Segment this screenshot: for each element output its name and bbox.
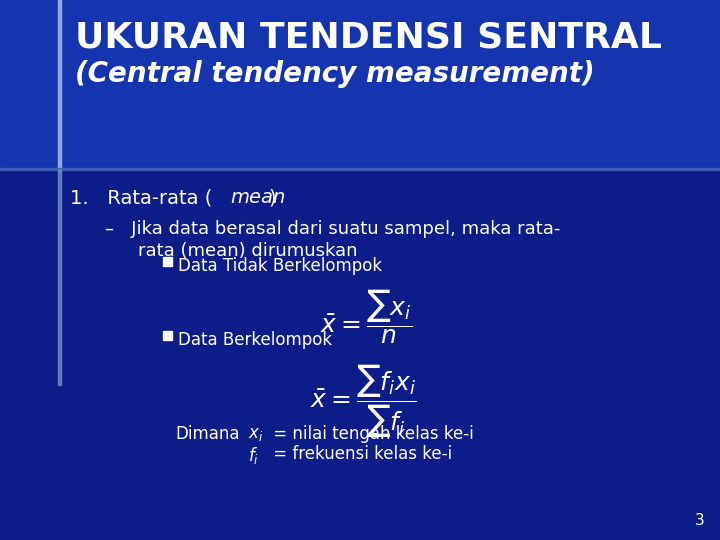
- Text: $x_i$: $x_i$: [248, 425, 264, 443]
- Text: $f_i$: $f_i$: [248, 445, 259, 466]
- Text: 1.   Rata-rata (: 1. Rata-rata (: [70, 188, 212, 207]
- Text: $\bar{x} = \dfrac{\sum f_i x_i}{\sum f_i}$: $\bar{x} = \dfrac{\sum f_i x_i}{\sum f_i…: [310, 362, 417, 440]
- Text: rata (mean) dirumuskan: rata (mean) dirumuskan: [138, 242, 358, 260]
- Text: Dimana: Dimana: [175, 425, 240, 443]
- Bar: [0, 0, 720, 170]
- Text: (Central tendency measurement): (Central tendency measurement): [75, 60, 595, 88]
- Text: mean: mean: [230, 188, 285, 207]
- Text: ): ): [268, 188, 276, 207]
- Bar: [58, 0, 60, 170]
- Bar: [58, 170, 60, 385]
- Bar: [0, 168, 720, 170]
- Text: UKURAN TENDENSI SENTRAL: UKURAN TENDENSI SENTRAL: [75, 20, 662, 54]
- Text: 3: 3: [696, 513, 705, 528]
- Bar: [163, 257, 172, 266]
- Text: $\bar{x} = \dfrac{\sum x_i}{n}$: $\bar{x} = \dfrac{\sum x_i}{n}$: [320, 287, 413, 346]
- Text: Data Berkelompok: Data Berkelompok: [178, 331, 332, 349]
- Text: = nilai tengah kelas ke-i: = nilai tengah kelas ke-i: [268, 425, 474, 443]
- Text: –   Jika data berasal dari suatu sampel, maka rata-: – Jika data berasal dari suatu sampel, m…: [105, 220, 560, 238]
- Text: = frekuensi kelas ke-i: = frekuensi kelas ke-i: [268, 445, 452, 463]
- Bar: [163, 331, 172, 340]
- Text: Data Tidak Berkelompok: Data Tidak Berkelompok: [178, 257, 382, 275]
